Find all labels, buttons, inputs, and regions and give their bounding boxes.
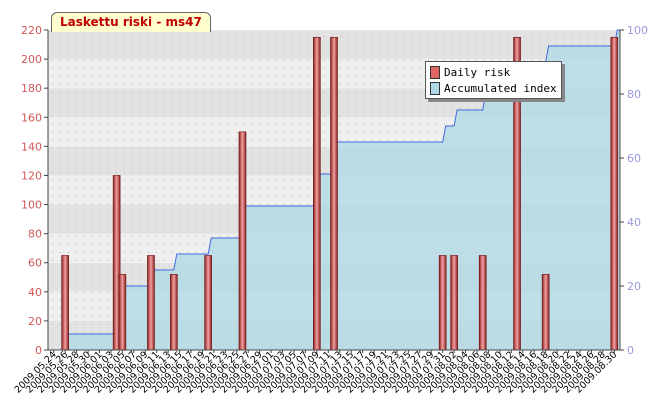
y-left-tick-label: 100 [21,199,42,212]
daily-risk-bar [478,255,487,351]
y-left-tick-label: 0 [35,344,42,357]
legend-item-daily-risk: Daily risk [430,64,557,80]
y-left-tick-label: 80 [28,228,42,241]
daily-risk-bar [238,131,247,351]
y-left-tick-label: 40 [28,286,42,299]
daily-risk-bar [541,274,550,351]
daily-risk-bar [610,36,619,351]
y-right-tick-label: 100 [627,24,648,37]
daily-risk-bar [450,255,458,351]
legend-item-accumulated-index: Accumulated index [430,80,557,96]
y-right-tick-label: 80 [627,88,641,101]
legend-swatch-daily-risk [430,65,440,79]
legend-label-daily-risk: Daily risk [444,65,511,79]
chart-title: Laskettu riski - ms47 [51,12,211,32]
daily-risk-bar [118,274,127,351]
legend: Daily risk Accumulated index [425,61,562,99]
y-right-tick-label: 20 [627,280,641,293]
daily-risk-bar [61,255,69,351]
y-left-tick-label: 180 [21,82,42,95]
legend-label-accumulated-index: Accumulated index [444,81,557,95]
daily-risk-bar [330,36,338,351]
y-right-tick-label: 60 [627,152,641,165]
daily-risk-bar [438,255,447,351]
y-left-tick-label: 120 [21,169,42,182]
legend-swatch-accumulated-index [430,81,440,95]
y-right-tick-label: 0 [627,344,634,357]
y-right-tick-label: 40 [627,216,641,229]
daily-risk-bar [170,274,178,351]
y-left-tick-label: 160 [21,111,42,124]
daily-risk-bar [313,36,321,351]
y-left-tick-label: 20 [28,315,42,328]
daily-risk-bar [147,255,155,351]
y-left-tick-label: 200 [21,53,42,66]
y-left-tick-label: 220 [21,24,42,37]
y-left-tick-label: 140 [21,140,42,153]
y-left-tick-label: 60 [28,257,42,270]
daily-risk-bar [204,255,212,351]
